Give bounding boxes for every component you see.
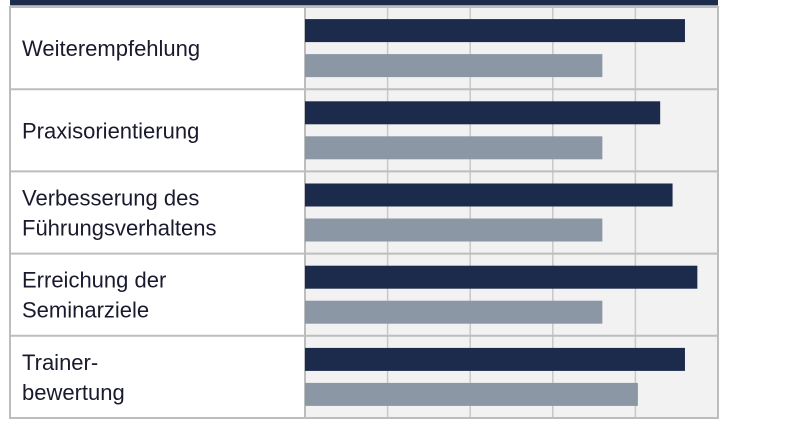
bar-series-2-category-3 bbox=[305, 218, 603, 242]
bar-series-1-category-2 bbox=[305, 101, 661, 125]
bar-series-2-category-5 bbox=[305, 382, 638, 406]
category-label-line: Führungsverhaltens bbox=[22, 216, 216, 241]
category-label: Erreichung der Seminarziele bbox=[22, 268, 166, 323]
chart-border bbox=[9, 6, 719, 419]
category-label: Trainer-bewertung bbox=[22, 350, 125, 405]
bar-series-2-category-4 bbox=[305, 300, 603, 324]
category-label-line: bewertung bbox=[22, 380, 125, 405]
category-label: Verbesserung des Führungsverhaltens bbox=[22, 186, 216, 241]
bar-series-1-category-3 bbox=[305, 183, 673, 207]
bar-series-2-category-1 bbox=[305, 54, 603, 78]
category-label-line: Weiterempfehlung bbox=[22, 36, 200, 61]
header-bar bbox=[10, 0, 718, 5]
bar-series-2-category-2 bbox=[305, 136, 603, 160]
bar-series-1-category-1 bbox=[305, 19, 685, 43]
bar-series-1-category-4 bbox=[305, 265, 698, 289]
category-label: Praxisorientierung bbox=[22, 118, 199, 143]
category-labels: Weiterempfehlung Praxisorientierung Verbes… bbox=[22, 36, 216, 405]
label-column-background bbox=[10, 7, 305, 418]
category-label-line: Verbesserung des bbox=[22, 186, 199, 211]
bar-series-1-category-5 bbox=[305, 347, 685, 371]
category-label-line: Erreichung der bbox=[22, 268, 166, 293]
category-label-line: Trainer- bbox=[22, 350, 98, 375]
category-label-line: Praxisorientierung bbox=[22, 118, 199, 143]
category-label: Weiterempfehlung bbox=[22, 36, 200, 61]
category-label-line: Seminarziele bbox=[22, 298, 149, 323]
bars bbox=[305, 19, 698, 406]
